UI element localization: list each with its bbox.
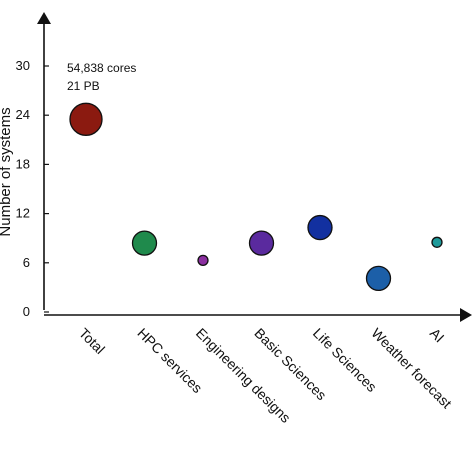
- x-axis-arrow: [460, 308, 472, 322]
- x-tick-label: Total: [76, 325, 108, 357]
- bubble-point: [69, 102, 103, 136]
- bubble-point: [197, 254, 209, 266]
- y-tick-label: 18: [16, 156, 30, 171]
- y-axis: 0 6 12 18 24 30 Number of systems: [0, 12, 51, 319]
- y-tick-label: 0: [23, 304, 30, 319]
- annotation-line-1: 54,838 cores: [67, 61, 136, 75]
- bubble-point: [248, 230, 275, 256]
- bubble-point: [365, 265, 392, 292]
- data-points: [69, 102, 443, 292]
- y-axis-arrow: [37, 12, 51, 24]
- annotation-line-2: 21 PB: [67, 79, 100, 93]
- y-tick-label: 24: [16, 107, 30, 122]
- x-tick-label: AI: [427, 325, 448, 346]
- bubble-point: [307, 214, 333, 241]
- annotation: 54,838 cores 21 PB: [67, 61, 136, 93]
- bubble-point: [431, 236, 443, 248]
- y-axis-label: Number of systems: [0, 107, 14, 236]
- y-tick-label: 12: [16, 206, 30, 221]
- y-tick-label: 6: [23, 255, 30, 270]
- bubble-point: [131, 230, 158, 256]
- y-tick-label: 30: [16, 58, 30, 73]
